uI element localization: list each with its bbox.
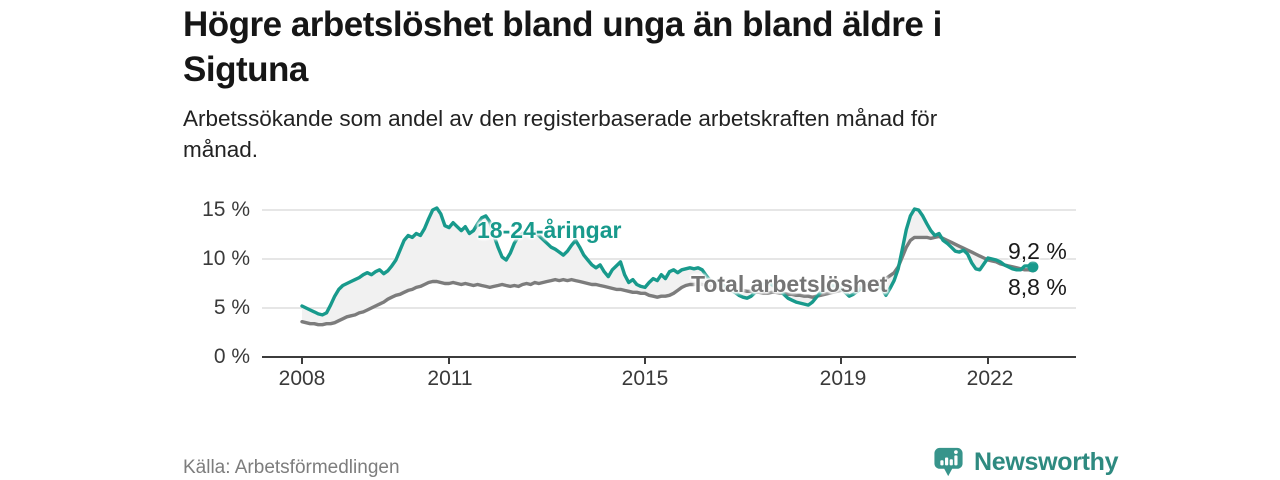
x-axis-tick-label: 2019 <box>819 367 867 390</box>
chart-subtitle: Arbetssökande som andel av den registerb… <box>183 106 938 162</box>
newsworthy-logo: Newsworthy <box>932 445 1119 479</box>
x-axis-tick-label: 2011 <box>427 367 473 390</box>
end-value-label-total: 8,8 % <box>1008 274 1067 300</box>
y-axis-tick-label: 0 % <box>213 345 250 368</box>
y-axis-tick-label: 5 % <box>213 296 250 319</box>
end-value-label-young: 9,2 % <box>1008 238 1067 264</box>
x-axis-tick-label: 2022 <box>966 367 1014 390</box>
newsworthy-logo-icon <box>934 447 963 477</box>
page-title: Högre arbetslöshet bland unga än bland ä… <box>183 5 942 89</box>
y-axis-tick-label: 15 % <box>202 198 250 221</box>
series-label-total: Total arbetslöshet <box>691 271 888 297</box>
series-label-young: 18-24-åringar <box>477 217 622 243</box>
x-axis-tick-label: 2008 <box>278 367 326 390</box>
newsworthy-logo-text: Newsworthy <box>974 447 1119 476</box>
y-axis-tick-label: 10 % <box>202 247 250 270</box>
x-axis-tick-label: 2015 <box>621 367 669 390</box>
source-note: Källa: Arbetsförmedlingen <box>183 457 400 478</box>
